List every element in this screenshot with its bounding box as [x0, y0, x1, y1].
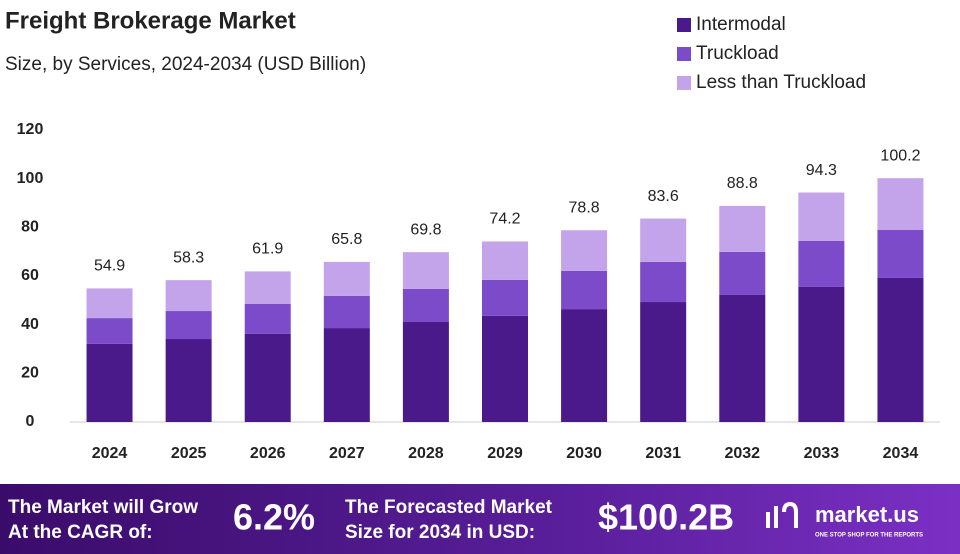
bar-segment [244, 303, 291, 334]
bar-segment [165, 339, 212, 422]
x-tick-label: 2034 [883, 445, 919, 462]
bar-segment [86, 288, 133, 319]
total-label: 88.8 [727, 175, 758, 192]
x-tick-label: 2028 [408, 445, 444, 462]
bar-segment [561, 270, 608, 310]
banner-text: The Market will Grow [8, 497, 198, 518]
total-label: 100.2 [880, 147, 920, 164]
banner-value: $100.2B [598, 497, 734, 538]
x-tick-label: 2025 [171, 445, 207, 462]
banner-text: The Forecasted Market [345, 497, 553, 518]
y-tick-label: 100 [17, 170, 44, 187]
bar-segment [402, 321, 449, 422]
bar-segment [86, 318, 133, 344]
bar-segment [482, 279, 528, 316]
bar-segment [561, 309, 608, 422]
bar-segment [877, 178, 924, 231]
x-tick-label: 2032 [724, 445, 760, 462]
y-tick-label: 0 [26, 413, 35, 430]
legend-label: Less than Truckload [696, 72, 866, 93]
total-label: 94.3 [806, 162, 837, 179]
bar-segment [561, 230, 608, 271]
bar-segment [798, 286, 845, 422]
bar-segment [640, 261, 687, 303]
banner-value: 6.2% [233, 497, 315, 538]
bar-segment [402, 288, 449, 322]
total-label: 58.3 [173, 249, 204, 266]
bar-segment [482, 315, 528, 422]
chart-title: Freight Brokerage Market [5, 7, 296, 34]
bar-segment [719, 294, 766, 422]
bar-segment [165, 311, 212, 340]
bar-segment [323, 295, 370, 329]
banner-text: At the CAGR of: [8, 522, 153, 543]
tagline: ONE STOP SHOP FOR THE REPORTS [815, 533, 923, 539]
x-tick-label: 2030 [566, 445, 602, 462]
brand-logo [766, 501, 798, 528]
total-label: 74.2 [489, 211, 520, 228]
total-label: 65.8 [331, 231, 362, 248]
bar-segment [482, 241, 528, 280]
bar-segment [244, 271, 291, 304]
y-tick-label: 80 [21, 219, 39, 236]
legend-swatch [677, 76, 691, 90]
x-tick-label: 2029 [487, 445, 523, 462]
x-tick-label: 2033 [804, 445, 840, 462]
bar-segment [86, 343, 133, 422]
banner-text: The Market will Grow At the CAGR of: 6.2… [8, 497, 923, 544]
bar-segment [719, 205, 766, 252]
total-label: 83.6 [648, 188, 679, 205]
banner [0, 484, 960, 554]
bar-segment [798, 192, 845, 241]
legend-swatch [677, 47, 691, 61]
x-tick-label: 2031 [645, 445, 681, 462]
total-label: 69.8 [410, 221, 441, 238]
bar-segment [640, 218, 687, 262]
x-tick-label: 2026 [250, 445, 286, 462]
y-tick-label: 20 [21, 365, 39, 382]
x-tick-label: 2024 [92, 445, 128, 462]
bar-segment [244, 333, 291, 422]
brand: market.us [815, 502, 919, 527]
chart-subtitle: Size, by Services, 2024-2034 (USD Billio… [5, 54, 366, 75]
total-label: 78.8 [569, 199, 600, 216]
bar-segment [640, 302, 687, 422]
bar-segment [402, 252, 449, 289]
total-label: 61.9 [252, 241, 283, 258]
legend-label: Intermodal [696, 14, 786, 35]
y-tick-label: 40 [21, 316, 39, 333]
y-tick-label: 60 [21, 267, 39, 284]
banner-text: Size for 2034 in USD: [345, 522, 535, 543]
bar-segment [798, 240, 845, 287]
bar-segment [323, 261, 370, 296]
total-label: 54.9 [94, 258, 125, 275]
bar-segment [323, 328, 370, 422]
bar-segment [165, 280, 212, 312]
bar-segment [719, 251, 766, 295]
legend-swatch [677, 18, 691, 32]
legend-label: Truckload [696, 43, 779, 64]
y-tick-label: 120 [17, 121, 44, 138]
bar-segment [877, 230, 924, 278]
bar-segment [877, 277, 924, 422]
x-tick-label: 2027 [329, 445, 365, 462]
